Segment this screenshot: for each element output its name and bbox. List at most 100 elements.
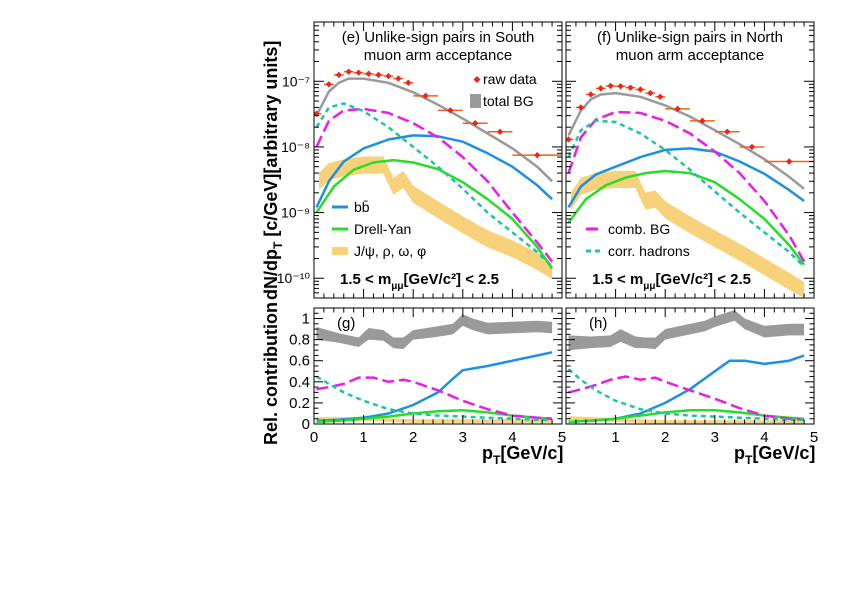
raw-data-point [325,81,333,88]
raw-data-point [472,119,479,127]
raw-data-point [365,70,372,78]
y-tick-label: 10⁻⁷ [282,73,310,89]
panel-e: 10⁻¹⁰ 10⁻⁹ 10⁻⁸ 10⁻⁷ (e) Unlike-sign pairs i… [277,21,563,299]
y-tick-label: 10⁻¹⁰ [277,270,311,286]
y-tick-label: 0.8 [289,332,310,349]
raw-data-point [345,68,352,75]
x-tick-label: 3 [711,429,719,446]
legend-corr-hadrons: corr. hadrons [586,243,690,259]
raw-data-point [786,158,793,165]
panel-title: (g) [337,315,355,332]
drell-yan-line [567,169,806,266]
panel-g: 0 1 2 3 4 500.20.40.60.81 (g) [289,307,566,446]
drell-yan-line [315,158,554,270]
plot-area [315,314,553,424]
resonances-band [571,170,805,298]
x-tick-label: 4 [760,429,768,446]
plot-frame [313,21,563,299]
raw-data-point [617,83,624,90]
legend-resonances: J/ψ, ρ, ω, φ [332,243,426,259]
total-bg-line [567,91,805,190]
comb-bg-line [316,376,553,420]
x-tick-label: 4 [508,429,516,446]
y-tick-label: 0.4 [289,374,310,391]
plot-frame [565,21,815,299]
raw-data-point [627,84,634,91]
y-tick-label: 10⁻⁹ [281,205,310,221]
x-tick-label: 3 [459,429,467,446]
y-tick-label: 10⁻⁸ [281,139,310,155]
svg-text:comb. BG: comb. BG [608,221,670,237]
corr-hadrons-line [567,368,805,422]
total-bg-swatch-icon [470,94,481,108]
svg-text:total BG: total BG [483,93,534,109]
legend-comb-bg: comb. BG [586,221,670,237]
corr-hadrons-line [315,102,553,268]
x-axis-label-left: pT[GeV/c] [482,443,563,467]
x-tick-label: 5 [558,429,566,446]
raw-data-point [566,136,572,143]
x-tick-label: 5 [810,429,818,446]
panel-title: (f) Unlike-sign pairs in North [597,29,783,46]
comb-bg-line [315,107,554,263]
plot-area [567,310,805,424]
raw-data-point [577,104,585,111]
x-tick-label: 0 [310,429,318,446]
corr-hadrons-line [315,375,553,422]
raw-data-point [587,91,594,98]
plot-area [314,68,562,280]
panel-h: 1 2 3 4 5 (h) [565,307,818,446]
y-tick-label: 1 [302,311,310,328]
panel-title: (e) Unlike-sign pairs in South [342,29,535,46]
raw-data-point [637,86,644,93]
y-axis-label-top: dN/dpT [c/GeV][arbitrary units] [261,41,285,300]
legend-bb: bb̄ [332,199,370,215]
raw-data-point [375,71,382,79]
total-bg-band [568,310,805,351]
x-axis-label-right: pT[GeV/c] [734,443,815,467]
y-tick-label: 0.2 [289,395,310,412]
raw-data-point [395,75,402,82]
legend-total-bg: total BG [470,93,534,109]
raw-data-point [496,128,504,136]
mass-cut-label-right: 1.5 < mμμ[GeV/c²] < 2.5 [592,271,751,292]
raw-data-marker-icon [473,76,481,83]
resonances-band [568,416,805,424]
x-tick-label: 2 [409,429,417,446]
raw-data-point [355,69,362,76]
raw-data-point [647,89,654,97]
raw-data-point [597,85,604,92]
raw-data-point [335,71,342,79]
total-bg-band [316,314,553,350]
raw-data-point [657,93,664,101]
comb-bg-line [568,375,805,422]
panel-subtitle: muon arm acceptance [616,47,764,64]
y-axis-label-bottom: Rel. contribution [261,302,281,445]
svg-text:raw data: raw data [483,71,537,87]
raw-data-point [748,143,756,151]
x-tick-label: 1 [611,429,619,446]
x-tick-label: 1 [359,429,367,446]
svg-text:corr. hadrons: corr. hadrons [608,243,690,259]
raw-data-point [674,105,681,113]
y-tick-label: 0 [302,416,310,433]
plot-area [566,82,814,298]
panel-title: (h) [589,315,607,332]
total-bg-line [315,77,553,183]
svg-text:bb̄: bb̄ [354,199,370,215]
raw-data-point [699,117,706,125]
raw-data-point [422,92,429,100]
x-tick-label: 2 [661,429,669,446]
raw-data-point [447,107,454,114]
raw-data-point [724,128,731,136]
mass-cut-label-left: 1.5 < mμμ[GeV/c²] < 2.5 [340,271,499,292]
raw-data-point [534,151,541,159]
legend-raw-data: raw data [473,71,537,87]
raw-data-point [385,72,392,80]
resonances-band [319,156,553,280]
panel-subtitle: muon arm acceptance [364,47,512,64]
raw-data-point [405,79,412,86]
raw-data-point [607,82,614,90]
